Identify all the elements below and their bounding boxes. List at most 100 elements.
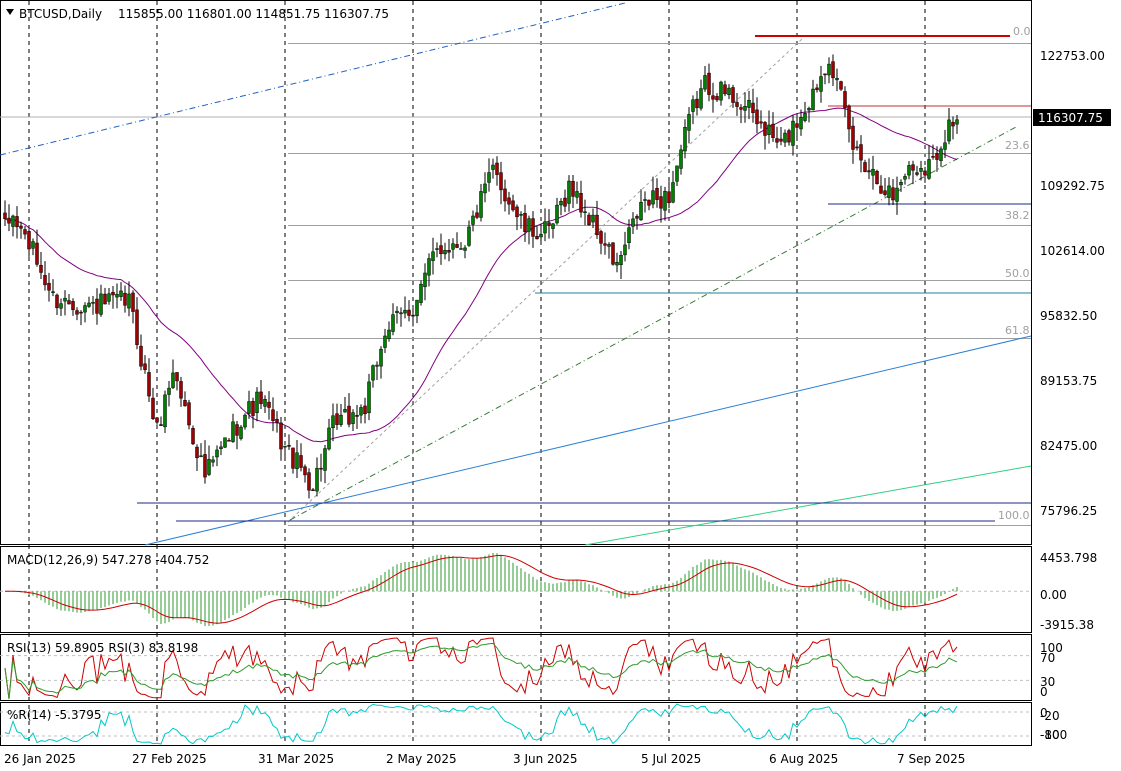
bear-candle — [507, 191, 511, 215]
candle-body — [367, 381, 371, 414]
candle-body — [87, 302, 91, 307]
bear-candle — [795, 116, 799, 138]
candle-body — [587, 214, 591, 226]
bull-candle — [927, 145, 931, 180]
bear-candle — [515, 204, 519, 231]
bull-candle — [803, 101, 807, 123]
candle-body — [739, 107, 743, 110]
candle-body — [383, 335, 387, 348]
bear-candle — [15, 206, 19, 239]
bear-candle — [711, 82, 715, 113]
bear-candle — [523, 204, 527, 242]
candle-body — [875, 171, 879, 184]
candle-body — [3, 212, 7, 219]
candle-body — [247, 401, 251, 414]
bear-candle — [763, 121, 767, 150]
trendlines[interactable] — [0, 2, 1032, 546]
bull-candle — [107, 288, 111, 305]
price-panel[interactable] — [0, 0, 1032, 545]
candle-body — [287, 445, 291, 447]
bull-candle — [607, 242, 611, 259]
bear-candle — [647, 199, 651, 211]
candle-body — [779, 138, 783, 142]
candle-body — [407, 309, 411, 316]
bull-candle — [339, 403, 343, 427]
bear-candle — [23, 225, 27, 240]
rsi-panel[interactable] — [0, 634, 1032, 701]
candle-body — [459, 248, 463, 250]
candle-body — [943, 142, 947, 150]
bull-candle — [231, 413, 235, 443]
bear-candle — [499, 161, 503, 205]
price-tick: 95832.50 — [1040, 309, 1097, 323]
dropdown-triangle-icon[interactable] — [6, 9, 14, 15]
candle-body — [331, 415, 335, 428]
bull-candle — [663, 186, 667, 221]
fibonacci-retracement[interactable] — [287, 37, 1031, 526]
macd-panel[interactable] — [0, 546, 1032, 633]
bull-candle — [51, 279, 55, 297]
candle-body — [647, 199, 651, 206]
candle-body — [735, 102, 739, 107]
rsi-axis-tick: 70 — [1040, 651, 1055, 665]
date-tick: 5 Jul 2025 — [641, 752, 701, 766]
bull-candle — [643, 191, 647, 213]
date-axis[interactable]: 26 Jan 2025 27 Feb 2025 31 Mar 2025 2 Ma… — [4, 752, 965, 766]
date-tick: 31 Mar 2025 — [258, 752, 334, 766]
candle-body — [827, 63, 831, 76]
candle-body — [55, 294, 59, 309]
bull-candle — [555, 197, 559, 225]
candle-body — [131, 292, 135, 312]
bull-candle — [887, 177, 891, 206]
candle-body — [487, 172, 491, 183]
wpr-line — [4, 703, 958, 745]
bear-candle — [311, 487, 315, 492]
bear-candle — [475, 204, 479, 220]
price-axis[interactable]: 122753.00 109292.75 102614.00 95832.50 8… — [1040, 49, 1105, 518]
bull-candle — [743, 92, 747, 123]
bull-candle — [895, 176, 899, 215]
bear-candle — [27, 229, 31, 257]
macd-axis-tick: 4453.798 — [1040, 551, 1097, 565]
bear-candle — [455, 232, 459, 249]
bear-candle — [855, 140, 859, 151]
bull-candle — [115, 283, 119, 309]
candle-body — [211, 459, 215, 463]
bull-candle — [955, 115, 959, 134]
candle-body — [535, 235, 539, 240]
macd-indicator — [0, 553, 1031, 627]
bull-candle — [811, 79, 815, 111]
candle-body — [363, 405, 367, 415]
bear-candle — [859, 135, 863, 173]
candle-body — [223, 437, 227, 448]
bull-candle — [431, 237, 435, 275]
candle-body — [823, 73, 827, 76]
bear-candle — [75, 307, 79, 321]
wpr-panel[interactable] — [0, 702, 1032, 746]
bull-candle — [943, 129, 947, 159]
bear-candle — [755, 97, 759, 134]
candle-body — [571, 181, 575, 197]
candle-body — [463, 247, 467, 251]
macd-signal-line — [5, 554, 958, 624]
bull-candle — [247, 390, 251, 419]
bear-candle — [579, 180, 583, 218]
fib-label: 50.0 — [1005, 267, 1030, 280]
candle-body — [31, 241, 35, 249]
bull-candle — [199, 443, 203, 458]
candle-body — [411, 314, 415, 317]
bull-candle — [443, 242, 447, 260]
bull-candle — [215, 445, 219, 467]
bull-candle — [463, 245, 467, 259]
bull-candle — [671, 170, 675, 204]
candle-body — [915, 172, 919, 175]
rsi-axis-tick: 30 — [1040, 675, 1055, 689]
candle-body — [763, 122, 767, 136]
fib-label: 38.2 — [1005, 209, 1030, 222]
bull-candle — [327, 418, 331, 451]
candle-body — [639, 201, 643, 221]
bear-candle — [535, 225, 539, 240]
candle-body — [927, 159, 931, 179]
candle-body — [579, 193, 583, 213]
